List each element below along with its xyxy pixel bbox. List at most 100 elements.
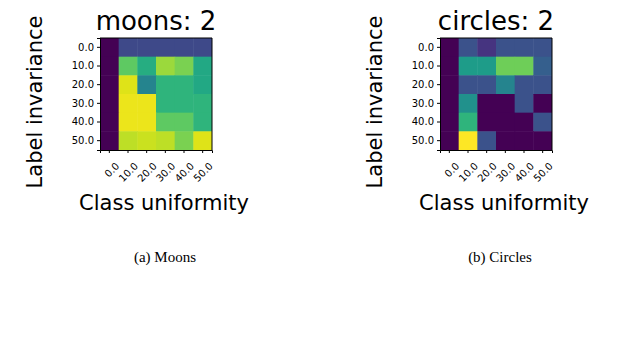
y-tick-label: 50.0 [412,135,434,146]
heatmap-cell [459,57,478,76]
frame [440,38,552,39]
heatmap-cell [440,113,459,132]
heatmap-cell [496,113,515,132]
y-tick-label: 30.0 [72,98,94,109]
heatmap-cell [156,57,175,76]
heatmap-cell [533,75,552,94]
heatmap-cell [515,131,534,150]
y-tick-mark [437,140,440,141]
heatmap-cell [477,94,496,113]
caption: (a) Moons [134,249,196,266]
heatmap-cell [496,94,515,113]
heatmap-cell [156,94,175,113]
x-axis-line [101,151,213,154]
x-tick-mark [486,150,487,153]
heatmap-cell [100,94,119,113]
x-axis: 0.010.020.030.040.050.0 [441,150,555,184]
y-tick-mark [97,84,100,85]
heatmap-cell [100,57,119,76]
heatmap-cell [496,75,515,94]
y-tick: 10.0 [72,60,100,71]
caption: (b) Circles [468,249,532,266]
y-tick: 40.0 [72,116,100,127]
y-tick-mark [437,122,440,123]
x-tick-label: 20.0 [135,160,159,184]
x-tick: 50.0 [531,150,555,184]
heatmap-cell [119,94,138,113]
heatmap-cell [533,131,552,150]
heatmap-cell [193,75,212,94]
heatmap-cell [100,75,119,94]
y-label: Label invariance [363,16,387,189]
heatmap-cell [533,113,552,132]
heatmap-cell [477,131,496,150]
heatmap-cell [477,75,496,94]
heatmap-cell [137,131,156,150]
frame [212,38,213,150]
y-tick-mark [97,140,100,141]
y-tick: 30.0 [72,98,100,109]
title: moons: 2 [96,6,217,36]
y-tick-label: 50.0 [72,135,94,146]
y-tick: 50.0 [412,135,440,146]
y-tick-mark [97,66,100,67]
x-label: Class uniformity [79,191,249,215]
heatmap-cell [175,131,194,150]
y-tick-mark [437,66,440,67]
heatmap-cell [119,38,138,57]
heatmap-cell [193,38,212,57]
heatmap-cell [440,38,459,57]
heatmap-cell [440,75,459,94]
y-tick-mark [97,122,100,123]
x-tick-mark [128,150,129,153]
heatmap-cell [137,38,156,57]
y-tick-label: 20.0 [72,79,94,90]
heatmap-cell [496,131,515,150]
y-tick: 0.0 [418,42,440,53]
y-axis-line [437,39,441,151]
y-tick-label: 0.0 [418,42,434,53]
heatmap-cell [477,38,496,57]
frame [100,38,212,39]
heatmap-cell [515,94,534,113]
heatmap-panel: 0.010.020.030.040.050.00.010.020.030.040… [72,38,215,184]
heatmap-cell [156,131,175,150]
heatmap-cell [440,131,459,150]
y-tick: 40.0 [412,116,440,127]
cells [100,38,212,150]
x-tick-mark [542,150,543,153]
y-tick: 20.0 [412,79,440,90]
heatmap-cell [119,113,138,132]
y-tick-label: 20.0 [412,79,434,90]
heatmap-cell [193,113,212,132]
heatmap-cell [175,38,194,57]
x-tick-label: 40.0 [173,160,197,184]
heatmap-cell [459,113,478,132]
x-tick-label: 30.0 [494,160,518,184]
heatmap-cell [119,131,138,150]
y-axis: 0.010.020.030.040.050.0 [72,39,101,151]
heatmap-panel: 0.010.020.030.040.050.00.010.020.030.040… [412,38,555,184]
x-tick-mark [505,150,506,153]
figure: 0.010.020.030.040.050.00.010.020.030.040… [0,0,640,337]
y-axis: 0.0 10.0 20.0 30.0 40.0 50.0 [412,39,441,151]
x-tick-mark [449,150,450,153]
y-tick: 30.0 [412,98,440,109]
heatmap-cell [137,57,156,76]
heatmap-cell [193,94,212,113]
heatmap-cell [175,113,194,132]
y-axis-line [97,39,101,151]
x-axis-line [441,151,553,154]
heatmap-cell [119,57,138,76]
x-tick-label: 20.0 [475,160,499,184]
heatmap-cell [459,131,478,150]
heatmap-cell [440,57,459,76]
y-tick-mark [97,47,100,48]
heatmap-cell [100,113,119,132]
heatmap-cell [515,75,534,94]
y-tick-label: 10.0 [412,60,434,71]
y-tick-mark [437,103,440,104]
y-tick-mark [437,47,440,48]
heatmap-cell [119,75,138,94]
heatmap-cell [156,75,175,94]
